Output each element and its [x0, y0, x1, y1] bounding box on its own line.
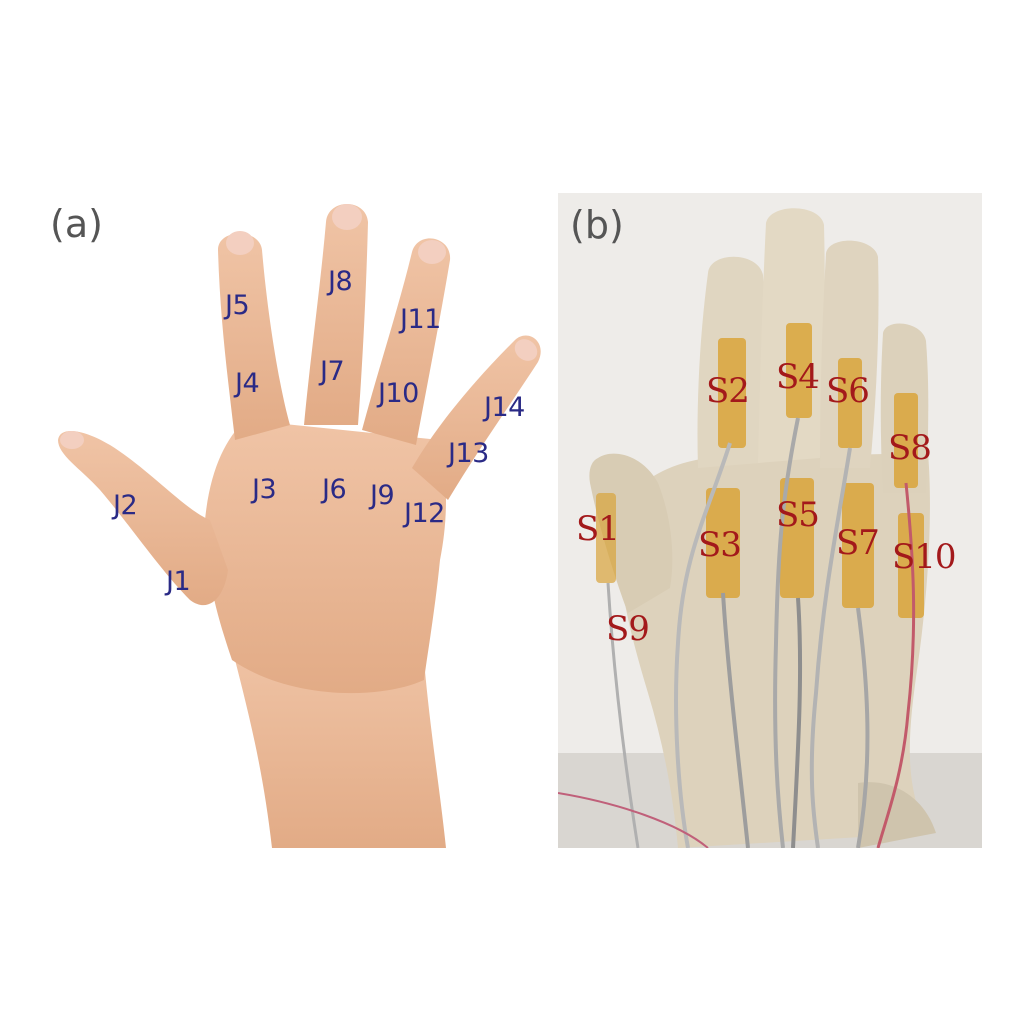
sensor-label-s10: S10 — [892, 537, 957, 577]
joint-label-j13: J13 — [448, 438, 489, 469]
joint-label-j7: J7 — [320, 356, 345, 387]
sensor-label-s5: S5 — [776, 495, 820, 535]
joint-label-j3: J3 — [252, 474, 277, 505]
joint-label-j14: J14 — [484, 392, 525, 423]
hand-illustration — [58, 204, 541, 848]
sensor-label-s9: S9 — [606, 609, 650, 649]
panel-b-label: (b) — [570, 203, 624, 247]
sensor-label-s3: S3 — [698, 525, 742, 565]
panel-b-sensor-glove-photo: (b) S1 S2 S3 S4 S5 S6 S7 S8 S9 S10 — [558, 193, 982, 848]
sensor-label-s1: S1 — [576, 509, 620, 549]
sensor-label-s2: S2 — [706, 371, 750, 411]
sensor-label-s8: S8 — [888, 428, 932, 468]
panel-a-bare-hand: (a) J1 J2 J3 J4 J5 J6 J7 J8 J9 J10 J11 J… — [50, 202, 541, 848]
joint-label-j5: J5 — [225, 290, 250, 321]
glove-illustration — [558, 193, 982, 848]
joint-label-j8: J8 — [328, 266, 353, 297]
joint-label-j1: J1 — [166, 566, 191, 597]
joint-label-j4: J4 — [235, 368, 260, 399]
joint-label-j12: J12 — [404, 498, 445, 529]
joint-label-j6: J6 — [322, 474, 347, 505]
sensor-label-s7: S7 — [836, 523, 880, 563]
joint-label-j10: J10 — [378, 378, 419, 409]
sensor-label-s6: S6 — [826, 371, 870, 411]
joint-label-j11: J11 — [400, 304, 441, 335]
joint-label-j2: J2 — [113, 490, 138, 521]
panel-a-label: (a) — [50, 202, 103, 246]
joint-label-j9: J9 — [370, 480, 395, 511]
sensor-label-s4: S4 — [776, 357, 820, 397]
